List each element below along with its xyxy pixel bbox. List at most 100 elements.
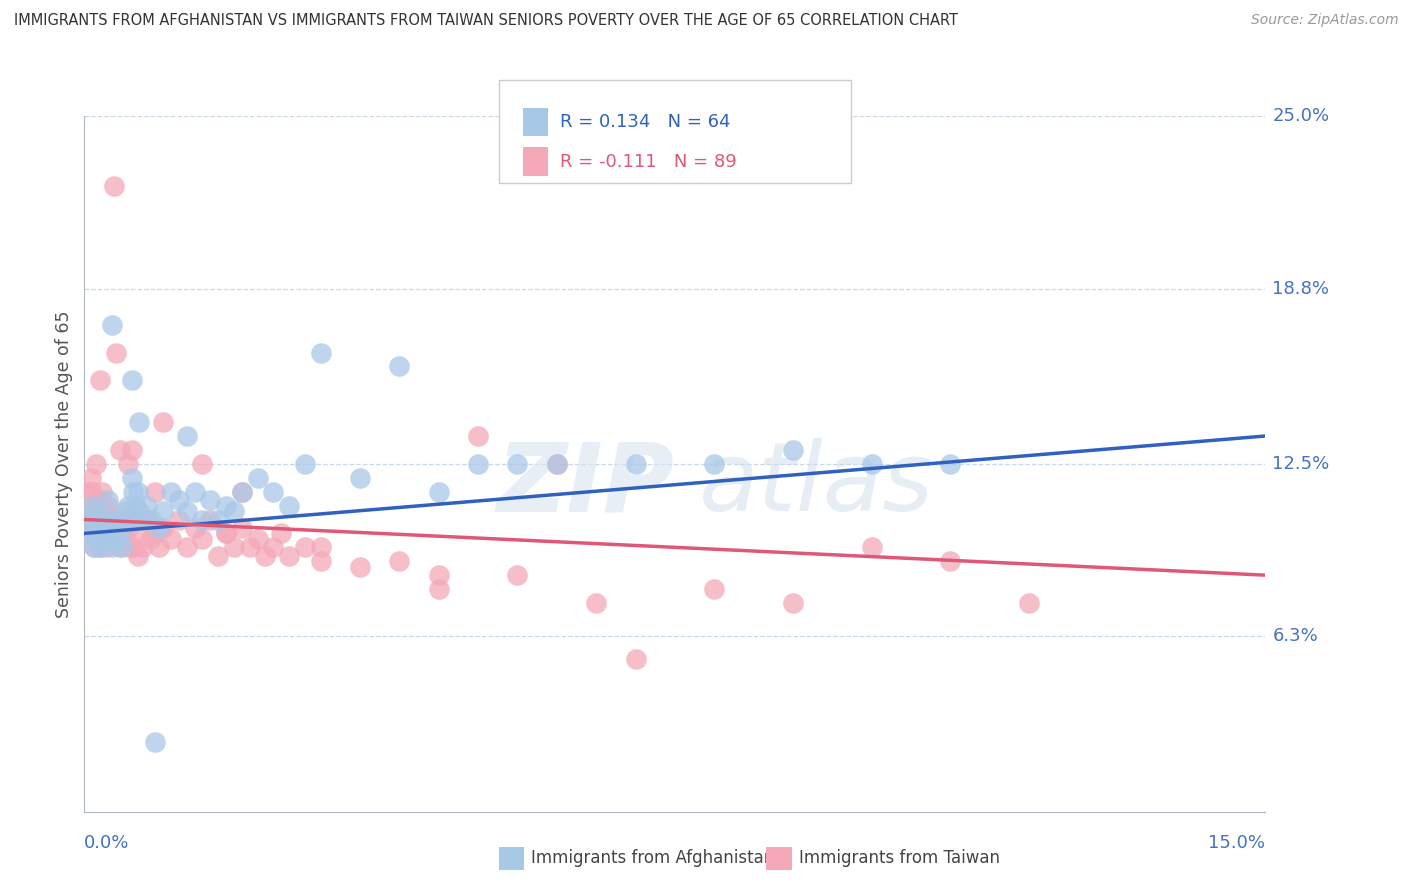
Point (128, 415, 150, 429)
Point (114, 504, 136, 518)
Point (141, 512, 163, 526)
Point (215, 526, 238, 541)
Point (183, 484, 205, 499)
Point (121, 471, 143, 485)
Point (127, 549, 149, 563)
Point (939, 457, 962, 471)
Point (231, 521, 253, 535)
Point (124, 504, 146, 518)
Point (132, 512, 155, 526)
Point (176, 504, 198, 518)
Point (349, 471, 371, 485)
Point (128, 504, 150, 518)
Point (467, 457, 489, 471)
Point (90, 484, 112, 499)
Point (183, 521, 205, 535)
Point (117, 521, 139, 535)
Point (93, 532, 115, 546)
Point (585, 596, 607, 610)
Point (860, 541, 883, 555)
Point (191, 512, 214, 526)
Point (77, 512, 100, 526)
Point (309, 345, 332, 359)
Point (108, 541, 131, 555)
Point (103, 178, 125, 193)
Point (89, 541, 111, 555)
Point (114, 532, 136, 546)
Point (103, 521, 125, 535)
Point (121, 373, 143, 387)
Point (93, 526, 115, 541)
Point (87, 521, 110, 535)
Point (96, 541, 118, 555)
Point (79, 471, 101, 485)
Point (89, 504, 111, 518)
Point (132, 541, 155, 555)
Point (112, 512, 135, 526)
Point (96, 504, 118, 518)
Point (111, 541, 134, 555)
Point (191, 457, 214, 471)
Text: 15.0%: 15.0% (1208, 834, 1265, 852)
Point (124, 499, 146, 513)
Point (222, 504, 245, 518)
Point (427, 568, 450, 582)
Point (143, 484, 166, 499)
Point (506, 457, 529, 471)
Point (427, 582, 450, 596)
Point (176, 429, 198, 443)
Point (262, 541, 284, 555)
Point (97, 512, 120, 526)
Point (388, 359, 411, 374)
Point (207, 549, 229, 563)
Point (82, 504, 104, 518)
Point (506, 568, 529, 582)
Point (624, 457, 647, 471)
Point (254, 549, 277, 563)
Point (860, 457, 883, 471)
Point (1018, 596, 1040, 610)
Point (427, 484, 450, 499)
Point (108, 526, 131, 541)
Point (703, 582, 725, 596)
Point (136, 512, 159, 526)
Text: 6.3%: 6.3% (1272, 627, 1319, 646)
Point (160, 484, 183, 499)
Point (167, 512, 190, 526)
Point (294, 457, 316, 471)
Point (108, 442, 131, 457)
Point (111, 526, 134, 541)
Point (127, 484, 149, 499)
Text: 25.0%: 25.0% (1272, 107, 1330, 125)
Point (270, 526, 292, 541)
Point (79, 526, 101, 541)
Point (152, 415, 174, 429)
Point (546, 457, 568, 471)
Text: IMMIGRANTS FROM AFGHANISTAN VS IMMIGRANTS FROM TAIWAN SENIORS POVERTY OVER THE A: IMMIGRANTS FROM AFGHANISTAN VS IMMIGRANT… (14, 13, 957, 29)
Point (97, 512, 120, 526)
Point (96, 532, 118, 546)
Point (82, 499, 104, 513)
Text: 18.8%: 18.8% (1272, 279, 1330, 298)
Point (160, 532, 183, 546)
Point (89, 373, 111, 387)
Point (104, 526, 127, 541)
Point (82, 484, 104, 499)
Point (122, 484, 145, 499)
Point (107, 512, 129, 526)
Point (117, 499, 139, 513)
Point (152, 521, 174, 535)
Y-axis label: Seniors Poverty Over the Age of 65: Seniors Poverty Over the Age of 65 (55, 310, 73, 617)
Point (215, 526, 238, 541)
Point (207, 512, 229, 526)
Point (278, 549, 301, 563)
Point (262, 484, 284, 499)
Point (118, 541, 141, 555)
Point (239, 541, 262, 555)
Point (89, 541, 111, 555)
Point (222, 541, 245, 555)
Point (84, 504, 107, 518)
Point (200, 512, 222, 526)
Point (112, 512, 135, 526)
Point (200, 493, 222, 508)
